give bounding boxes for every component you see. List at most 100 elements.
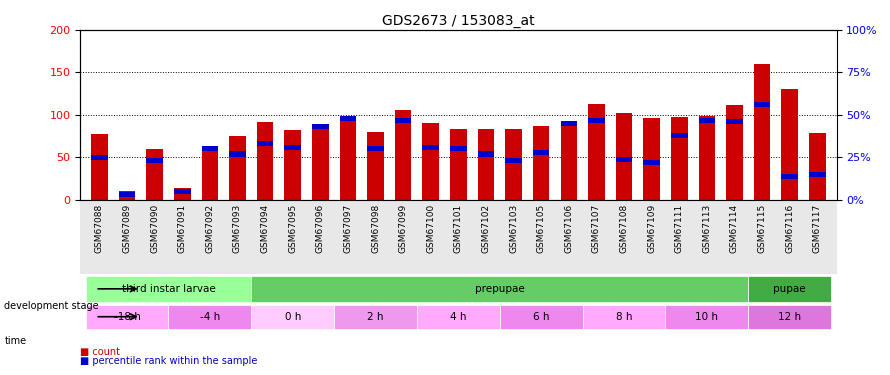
Text: GSM67089: GSM67089 <box>123 204 132 253</box>
Bar <box>340 118 356 200</box>
Bar <box>201 146 218 152</box>
Text: GSM67114: GSM67114 <box>730 204 739 253</box>
Text: GSM67098: GSM67098 <box>371 204 380 253</box>
Text: 10 h: 10 h <box>695 312 718 322</box>
Text: GSM67095: GSM67095 <box>288 204 297 253</box>
Bar <box>257 122 273 200</box>
Bar <box>368 146 384 152</box>
Bar <box>478 152 494 157</box>
Text: 2 h: 2 h <box>368 312 384 322</box>
Text: prepupae: prepupae <box>475 284 524 294</box>
Text: GSM67115: GSM67115 <box>757 204 766 253</box>
FancyBboxPatch shape <box>748 276 831 302</box>
Text: ■ percentile rank within the sample: ■ percentile rank within the sample <box>80 356 257 366</box>
Text: GSM67096: GSM67096 <box>316 204 325 253</box>
Bar <box>118 191 135 200</box>
Text: GSM67091: GSM67091 <box>178 204 187 253</box>
Bar <box>423 145 439 150</box>
Text: 12 h: 12 h <box>778 312 801 322</box>
Bar <box>285 145 301 150</box>
Bar <box>726 119 743 124</box>
Bar <box>781 90 798 200</box>
Bar <box>588 117 604 123</box>
Bar <box>506 158 522 164</box>
FancyBboxPatch shape <box>666 305 748 328</box>
Text: GSM67100: GSM67100 <box>426 204 435 253</box>
Bar <box>561 123 577 200</box>
Title: GDS2673 / 153083_at: GDS2673 / 153083_at <box>382 13 535 28</box>
Bar <box>671 133 687 138</box>
Bar <box>91 155 108 160</box>
Text: GSM67107: GSM67107 <box>592 204 601 253</box>
FancyBboxPatch shape <box>85 305 168 328</box>
Bar <box>809 172 826 177</box>
Bar <box>561 121 577 126</box>
Text: GSM67099: GSM67099 <box>399 204 408 253</box>
Bar <box>91 134 108 200</box>
Bar <box>699 116 716 200</box>
Bar <box>533 150 549 155</box>
Bar <box>533 126 549 200</box>
Text: -4 h: -4 h <box>199 312 220 322</box>
Text: GSM67109: GSM67109 <box>647 204 656 253</box>
Bar <box>174 188 190 200</box>
Bar <box>146 158 163 164</box>
FancyBboxPatch shape <box>583 305 666 328</box>
Bar <box>616 157 632 162</box>
Bar <box>368 132 384 200</box>
Text: GSM67106: GSM67106 <box>564 204 573 253</box>
Text: development stage: development stage <box>4 301 99 310</box>
Text: GSM67105: GSM67105 <box>537 204 546 253</box>
FancyBboxPatch shape <box>748 305 831 328</box>
Bar <box>506 129 522 200</box>
Text: 6 h: 6 h <box>533 312 549 322</box>
Text: 0 h: 0 h <box>285 312 301 322</box>
Bar <box>616 113 632 200</box>
FancyBboxPatch shape <box>251 276 748 302</box>
Bar <box>395 117 411 123</box>
Text: GSM67101: GSM67101 <box>454 204 463 253</box>
Bar <box>312 126 328 200</box>
Text: GSM67094: GSM67094 <box>261 204 270 253</box>
Bar <box>643 160 659 165</box>
Bar <box>450 129 466 200</box>
FancyBboxPatch shape <box>334 305 417 328</box>
Text: GSM67097: GSM67097 <box>344 204 352 253</box>
Text: GSM67113: GSM67113 <box>702 204 711 253</box>
Bar <box>809 133 826 200</box>
Text: GSM67088: GSM67088 <box>95 204 104 253</box>
Bar <box>146 149 163 200</box>
Text: 4 h: 4 h <box>450 312 466 322</box>
Bar <box>230 152 246 157</box>
FancyBboxPatch shape <box>500 305 583 328</box>
Text: 8 h: 8 h <box>616 312 632 322</box>
Bar <box>340 116 356 121</box>
Bar <box>312 124 328 129</box>
Bar <box>201 146 218 200</box>
Text: GSM67102: GSM67102 <box>481 204 490 253</box>
Text: -18 h: -18 h <box>114 312 141 322</box>
Text: ■ count: ■ count <box>80 347 120 357</box>
Text: GSM67117: GSM67117 <box>813 204 821 253</box>
Text: time: time <box>4 336 27 346</box>
Text: GSM67116: GSM67116 <box>785 204 794 253</box>
Bar <box>699 117 716 123</box>
Text: GSM67108: GSM67108 <box>619 204 628 253</box>
Bar <box>643 118 659 200</box>
Text: GSM67090: GSM67090 <box>150 204 159 253</box>
Bar <box>478 129 494 200</box>
Bar <box>395 110 411 200</box>
Text: GSM67103: GSM67103 <box>509 204 518 253</box>
Text: GSM67093: GSM67093 <box>233 204 242 253</box>
Bar <box>230 136 246 200</box>
FancyBboxPatch shape <box>168 305 251 328</box>
Bar <box>450 146 466 152</box>
Bar <box>118 192 135 197</box>
Bar <box>257 141 273 146</box>
Text: GSM67111: GSM67111 <box>675 204 684 253</box>
Bar <box>754 102 771 107</box>
Text: GSM67092: GSM67092 <box>206 204 214 253</box>
Bar <box>285 130 301 200</box>
Bar <box>781 174 798 178</box>
Text: pupae: pupae <box>773 284 806 294</box>
